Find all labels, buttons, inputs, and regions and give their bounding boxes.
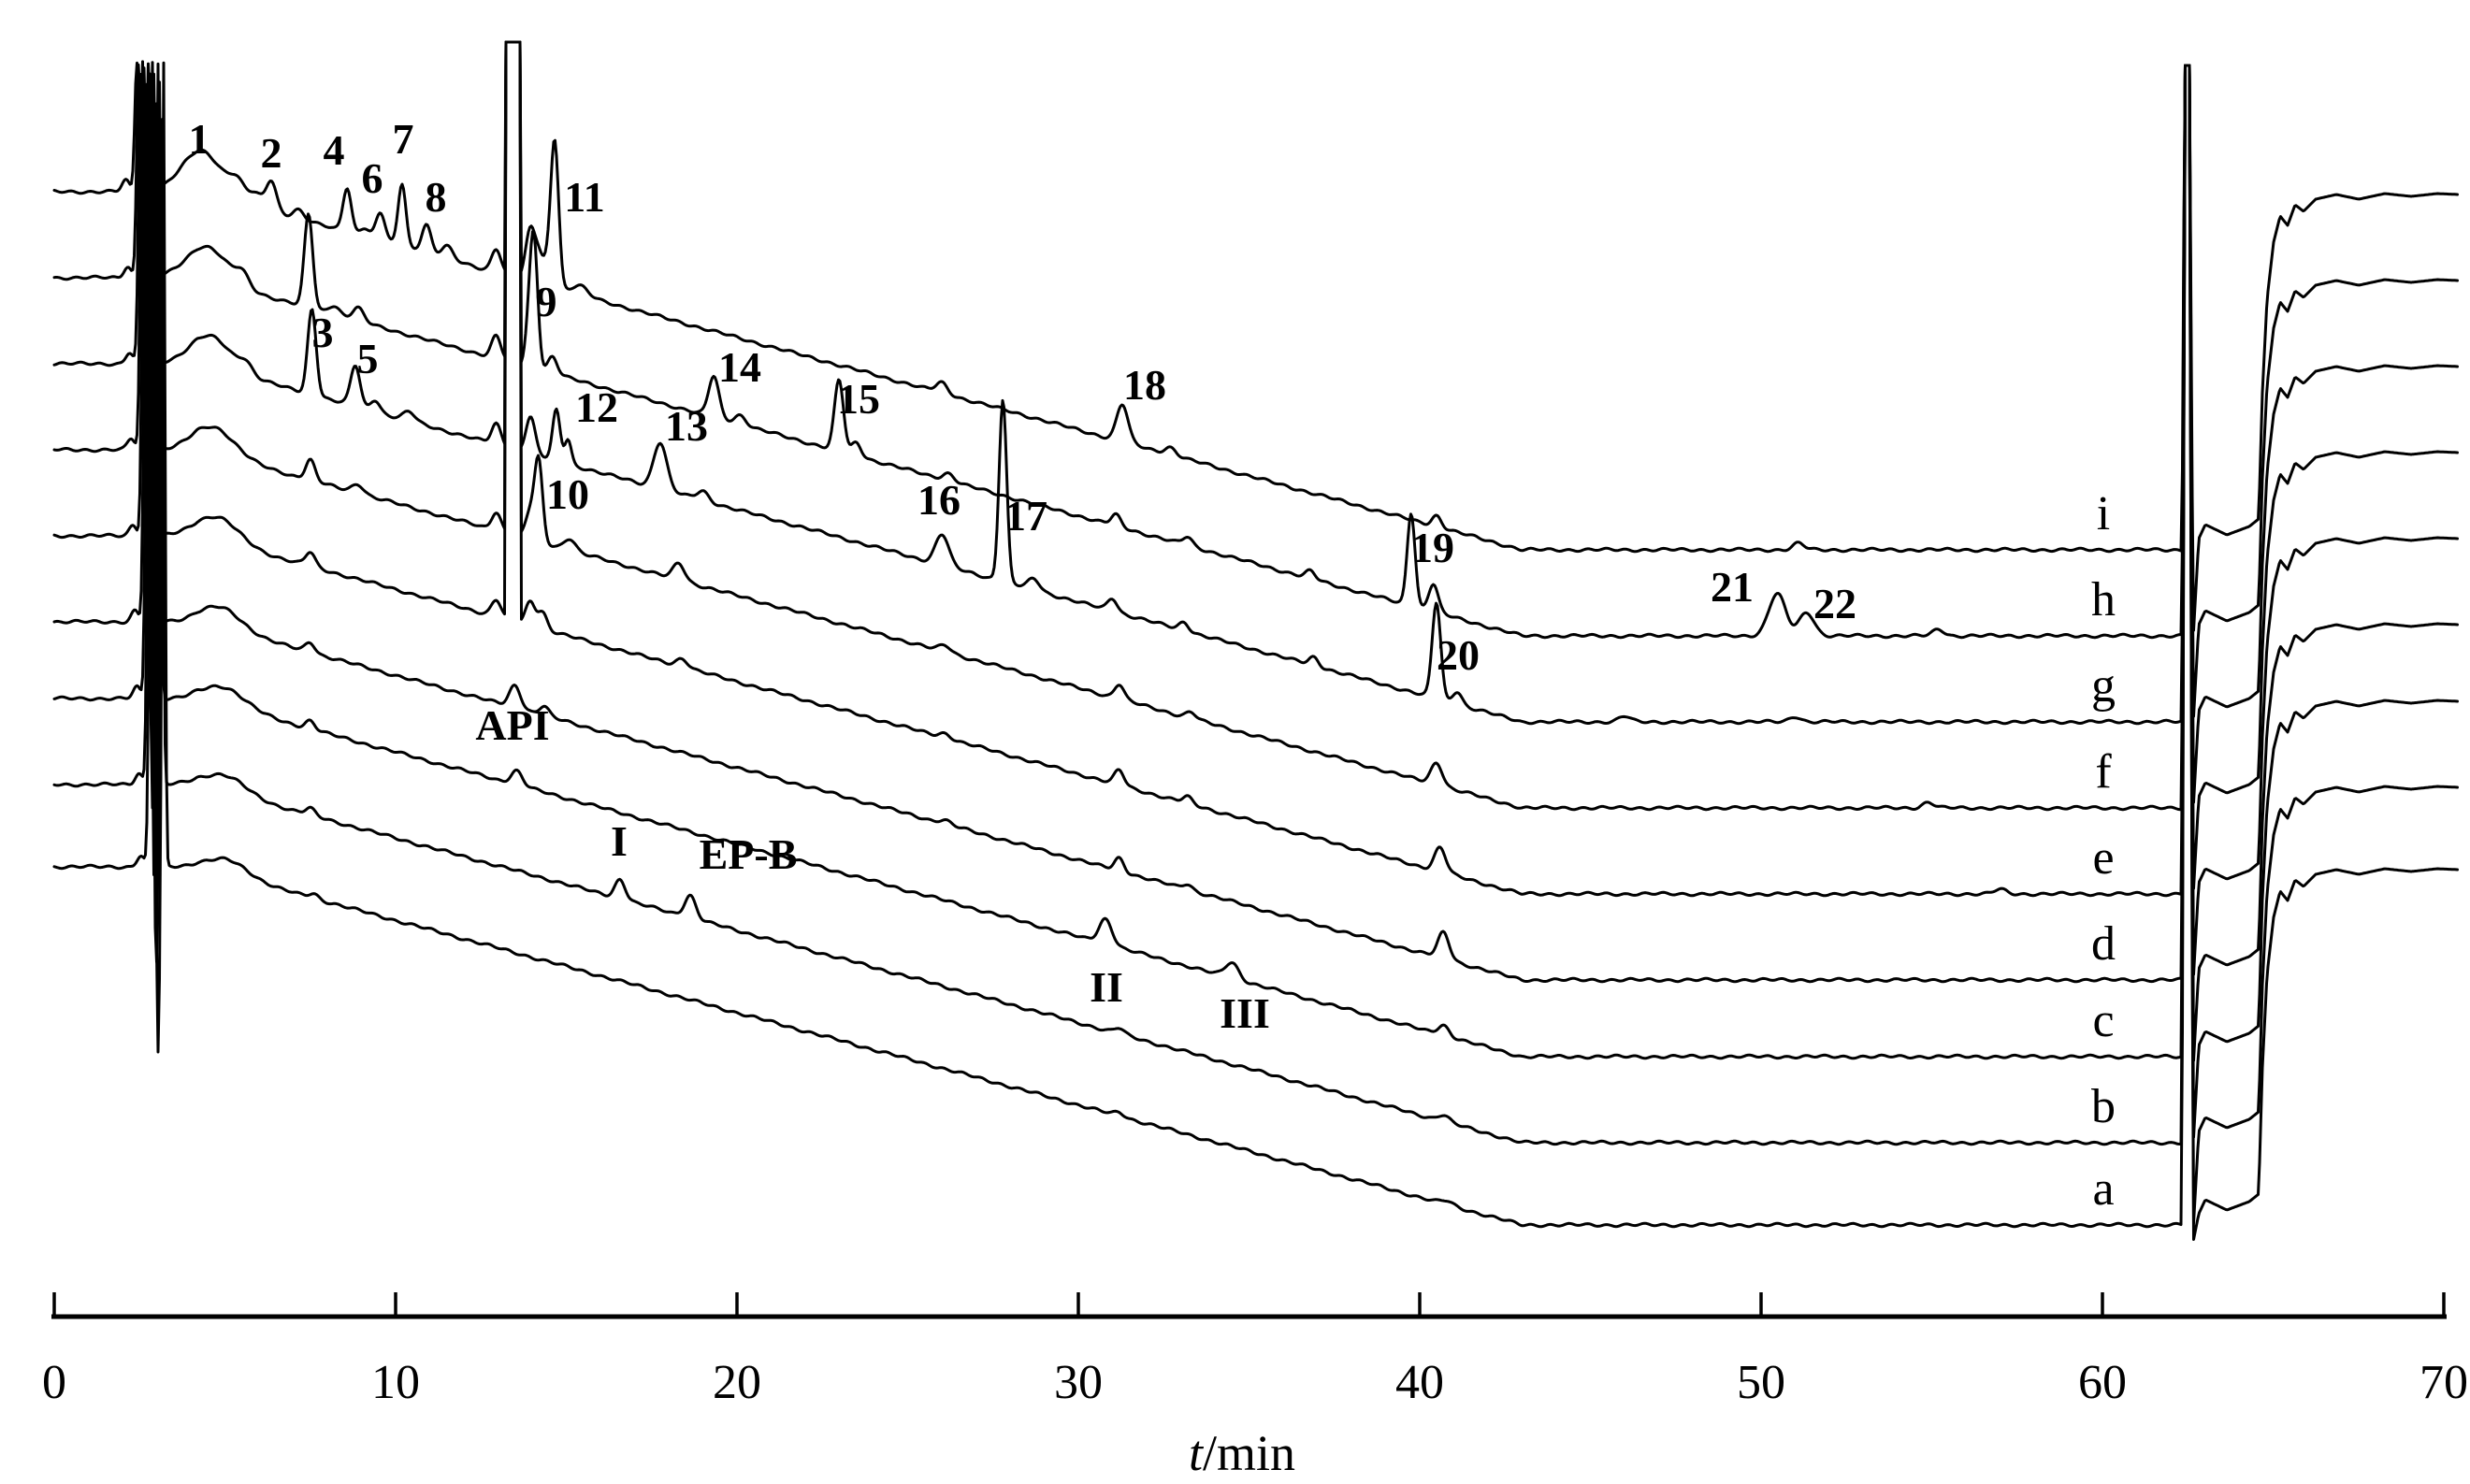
trace-g — [52, 40, 2459, 804]
peak-label-15: 15 — [837, 375, 880, 423]
peak-label-8: 8 — [426, 173, 447, 221]
x-tick-label-40: 40 — [1395, 1356, 1444, 1409]
peak-label-21: 21 — [1711, 563, 1754, 611]
peak-label-5: 5 — [357, 335, 379, 382]
x-tick-label-10: 10 — [371, 1356, 420, 1409]
trace-label-d: d — [2091, 917, 2116, 971]
trace-f — [52, 40, 2459, 890]
peak-label-9: 9 — [536, 278, 557, 325]
trace-b — [52, 64, 2459, 1225]
trace-h — [52, 40, 2459, 718]
x-axis-title-variable: t — [1189, 1425, 1205, 1481]
trace-label-c: c — [2092, 994, 2114, 1047]
peak-label-20: 20 — [1437, 631, 1480, 679]
peak-label-18: 18 — [1123, 361, 1166, 409]
peak-label-API: API — [475, 701, 549, 749]
peak-label-17: 17 — [1004, 492, 1047, 540]
traces-layer — [52, 40, 2459, 1241]
trace-i — [52, 40, 2459, 632]
trace-label-a: a — [2092, 1162, 2114, 1216]
peak-label-1: 1 — [189, 115, 210, 163]
trace-d — [52, 62, 2459, 1062]
peak-label-11: 11 — [564, 173, 604, 221]
trace-c — [52, 62, 2459, 1139]
x-tick-label-60: 60 — [2078, 1356, 2127, 1409]
trace-label-h: h — [2091, 573, 2116, 627]
peak-label-16: 16 — [917, 476, 961, 524]
trace-label-e: e — [2092, 831, 2114, 885]
peak-label-4: 4 — [324, 126, 345, 174]
trace-label-f: f — [2095, 745, 2112, 799]
trace-e — [52, 40, 2459, 976]
trace-label-b: b — [2091, 1080, 2116, 1133]
x-tick-label-50: 50 — [1737, 1356, 1785, 1409]
peak-label-EP-B: EP-B — [700, 830, 798, 878]
peak-label-10: 10 — [546, 470, 589, 518]
trace-a — [52, 61, 2459, 1241]
peak-label-13: 13 — [665, 402, 708, 450]
x-tick-label-30: 30 — [1054, 1356, 1103, 1409]
trace-label-g: g — [2091, 659, 2116, 713]
peak-label-7: 7 — [393, 115, 414, 163]
peak-label-I: I — [611, 817, 628, 865]
peak-label-III: III — [1220, 989, 1270, 1037]
x-axis: 0 10 20 30 40 50 60 70 — [42, 1292, 2468, 1409]
peak-label-6: 6 — [362, 154, 383, 202]
peak-label-II: II — [1090, 963, 1123, 1011]
x-tick-label-70: 70 — [2419, 1356, 2468, 1409]
trace-label-i: i — [2097, 487, 2110, 540]
peak-label-3: 3 — [312, 309, 334, 356]
peak-label-14: 14 — [718, 343, 761, 391]
x-tick-label-20: 20 — [713, 1356, 761, 1409]
peak-label-2: 2 — [261, 129, 282, 177]
x-tick-label-0: 0 — [42, 1356, 66, 1409]
x-axis-title-unit: /min — [1203, 1425, 1295, 1481]
peak-label-19: 19 — [1411, 524, 1454, 571]
peak-label-12: 12 — [575, 383, 618, 431]
peak-label-22: 22 — [1813, 580, 1856, 627]
x-axis-title: t/min — [1189, 1425, 1295, 1481]
